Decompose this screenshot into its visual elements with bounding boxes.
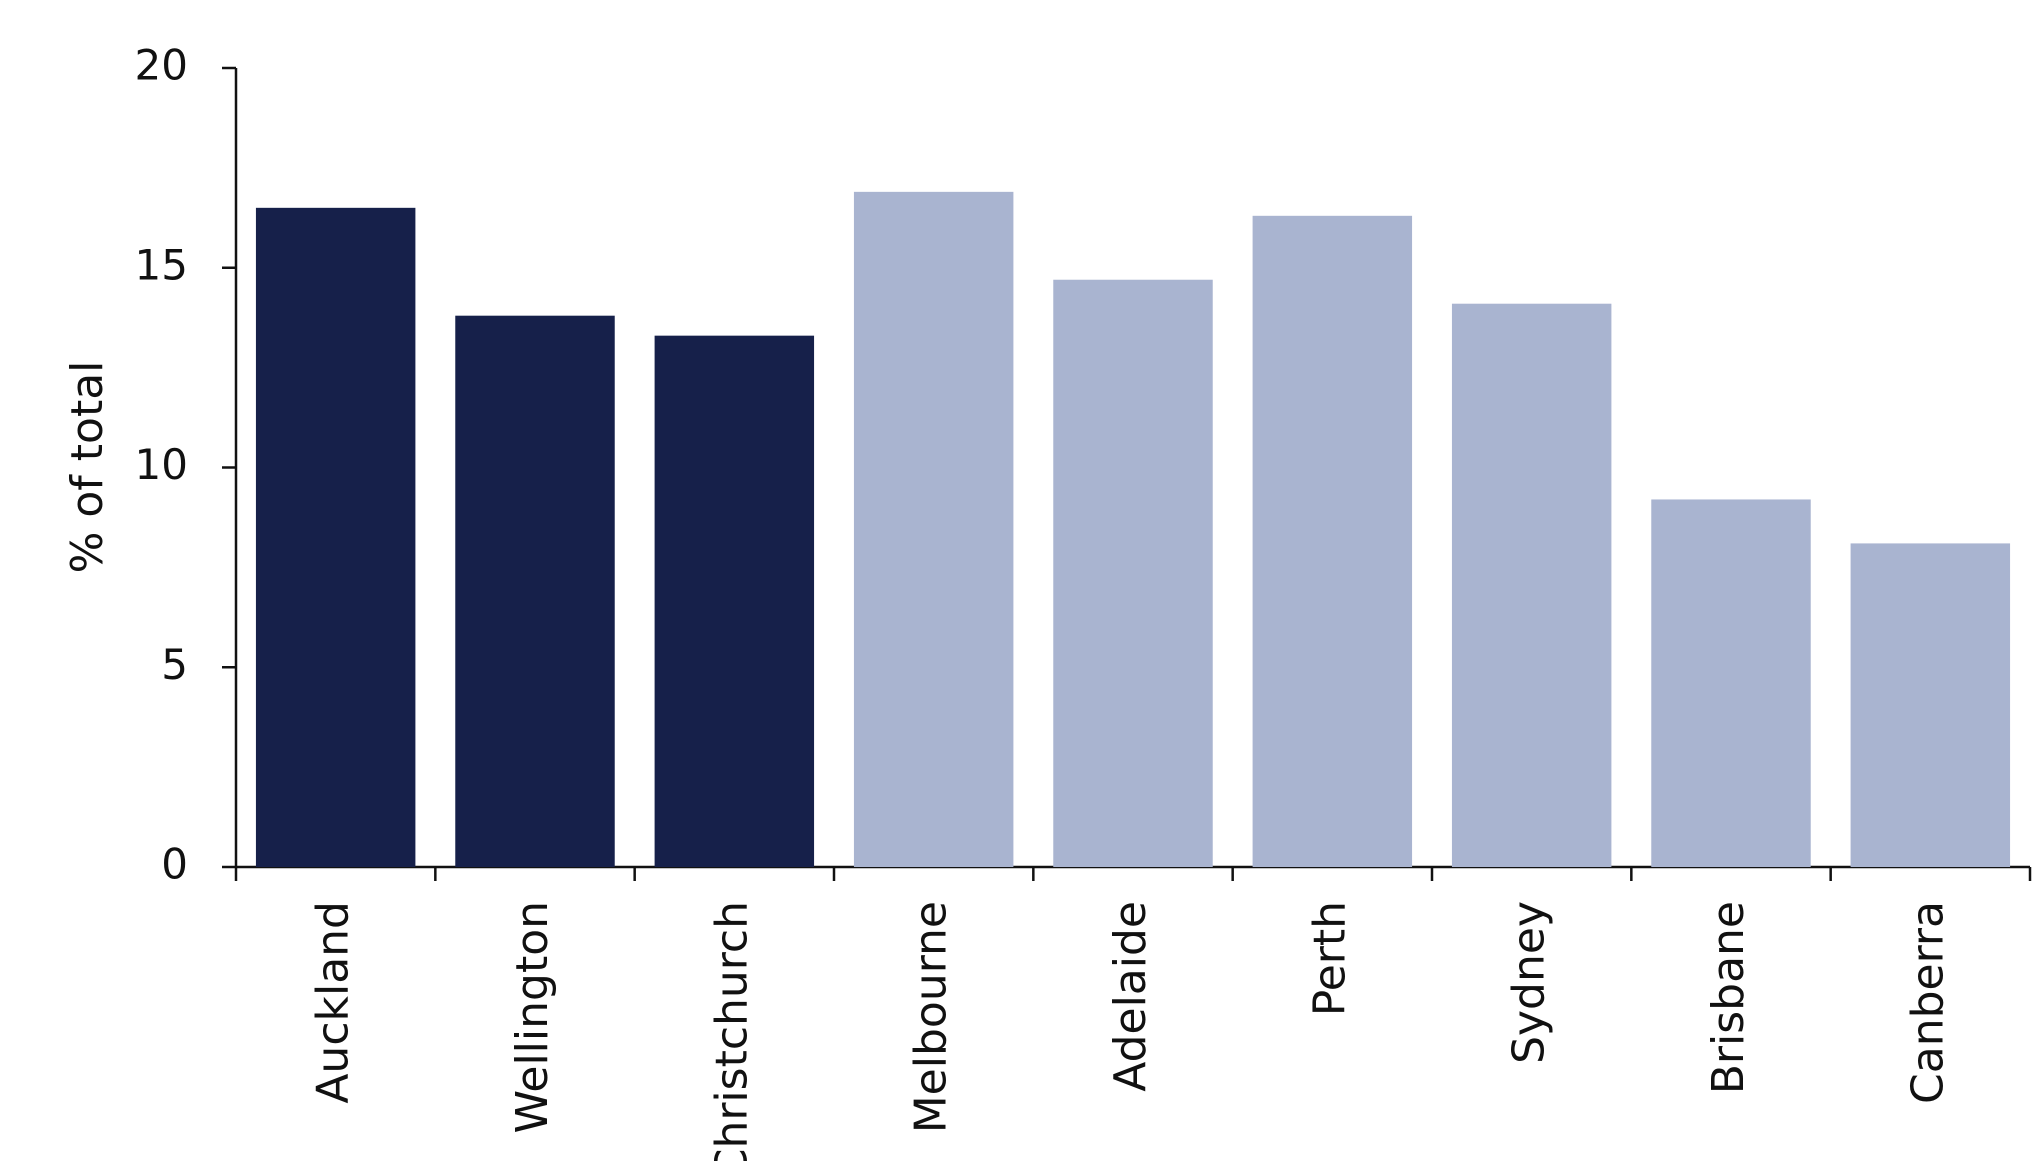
bar xyxy=(1053,279,1213,867)
bar xyxy=(1252,215,1413,867)
x-tick-label: Melbourne xyxy=(906,901,957,1133)
y-axis-label: % of total xyxy=(62,361,113,574)
x-tick-label: Perth xyxy=(1304,901,1355,1016)
x-tick-label: Wellington xyxy=(507,901,558,1134)
bar xyxy=(1850,543,2011,867)
y-tick-label: 5 xyxy=(161,640,188,689)
y-tick-label: 15 xyxy=(135,240,188,289)
x-tick-label: Sydney xyxy=(1504,901,1555,1064)
bar xyxy=(455,315,615,867)
x-tick-label: Canberra xyxy=(1902,901,1953,1104)
bar xyxy=(654,335,815,867)
x-tick-label: Auckland xyxy=(308,901,359,1104)
bar xyxy=(1651,499,1811,867)
y-tick-label: 20 xyxy=(135,41,188,90)
y-tick-label: 0 xyxy=(161,840,188,889)
x-tick-label: Christchurch xyxy=(706,901,757,1161)
x-tick-label: Brisbane xyxy=(1703,901,1754,1094)
bar xyxy=(255,207,416,867)
bar xyxy=(1451,303,1612,868)
bar xyxy=(853,191,1014,868)
y-tick-label: 10 xyxy=(135,440,188,489)
x-tick-label: Adelaide xyxy=(1105,901,1156,1092)
